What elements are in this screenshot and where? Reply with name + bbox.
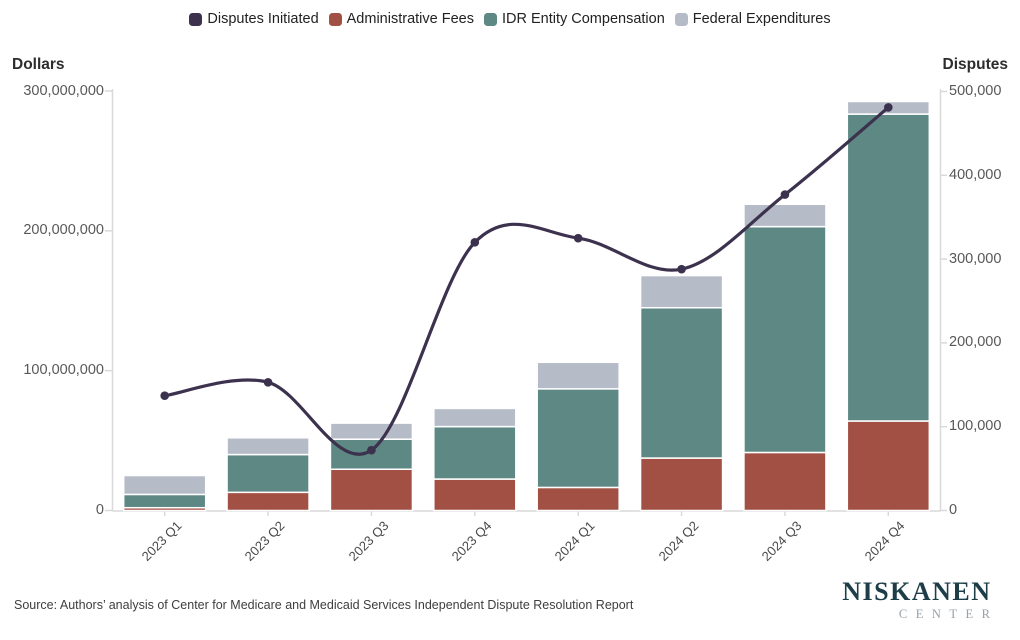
right-axis-title: Disputes <box>942 56 1008 73</box>
legend-item: Disputes Initiated <box>189 11 319 27</box>
legend-label: Disputes Initiated <box>207 11 319 27</box>
right-axis-tick-label: 100,000 <box>949 418 1002 435</box>
right-axis-tick-label: 500,000 <box>949 83 1002 99</box>
right-axis-tick-label: 400,000 <box>949 166 1002 183</box>
legend-swatch-icon <box>328 12 342 26</box>
left-axis-title: Dollars <box>12 56 65 73</box>
chart-legend: Disputes Initiated Administrative Fees IDR… <box>0 11 1020 27</box>
niskanen-center-logo: NISKANEN CENTER <box>842 578 990 622</box>
legend-item: IDR Entity Compensation <box>483 11 665 27</box>
legend-label: IDR Entity Compensation <box>501 11 665 27</box>
left-axis-tick-label: 300,000,000 <box>23 82 104 99</box>
left-axis-tick-label: 100,000,000 <box>23 362 104 379</box>
logo-subtitle: CENTER <box>898 607 999 622</box>
legend-item: Administrative Fees <box>328 11 474 27</box>
right-axis-tick-label: 300,000 <box>949 250 1002 267</box>
legend-item: Federal Expenditures <box>674 11 831 27</box>
legend-label: Administrative Fees <box>346 11 474 27</box>
right-axis-tick-label: 200,000 <box>949 334 1002 351</box>
left-axis-tick-label: 0 <box>95 502 104 518</box>
legend-label: Federal Expenditures <box>692 11 831 27</box>
legend-swatch-icon <box>483 12 497 26</box>
source-note: Source: Authors’ analysis of Center for … <box>14 598 634 612</box>
legend-swatch-icon <box>674 12 688 26</box>
logo-wordmark: NISKANEN <box>842 577 992 606</box>
left-axis-tick-label: 200,000,000 <box>23 222 104 239</box>
legend-swatch-icon <box>189 12 203 26</box>
right-axis-tick-label: 0 <box>949 502 958 518</box>
